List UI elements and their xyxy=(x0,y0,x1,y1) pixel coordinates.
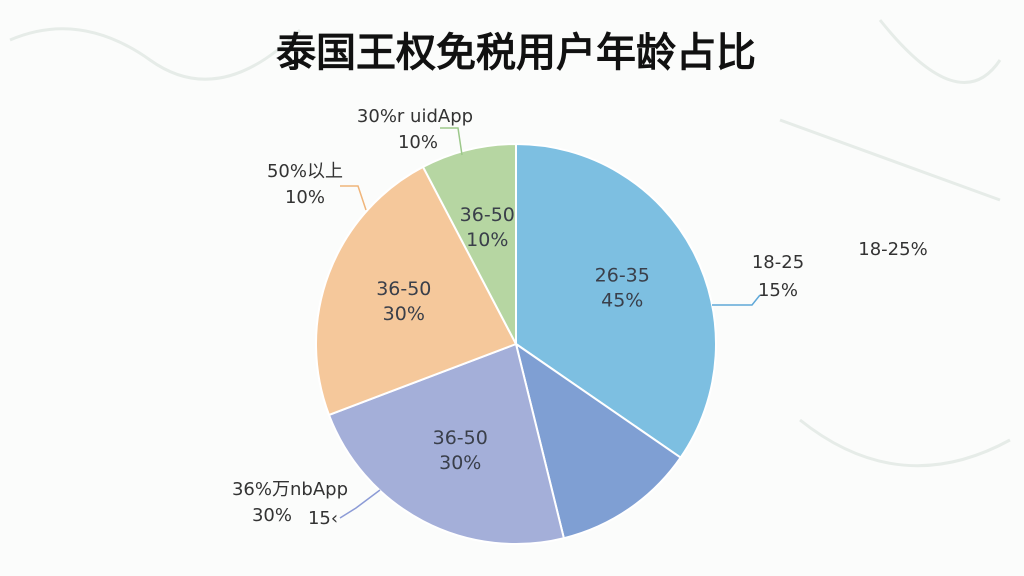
annotation: 30%r uidApp xyxy=(357,106,473,127)
pie: 26-35 45% 36-50 30% 36-50 30% 36-50 10% xyxy=(315,142,717,545)
pie-slice xyxy=(327,342,566,545)
slice-value-label: 45% xyxy=(601,290,643,312)
annotation: 15‹ xyxy=(308,508,338,529)
background-sketch xyxy=(9,19,1011,468)
annotation: 18-25% xyxy=(858,239,927,260)
slice-label: 36-50 xyxy=(460,204,515,226)
leader-lines xyxy=(339,127,761,519)
pie-slice xyxy=(515,142,717,460)
pie-slice xyxy=(514,341,682,540)
annotation: 18-25 xyxy=(752,252,804,273)
chart-title: 泰国王权免税用户年龄占比 xyxy=(276,30,756,76)
slice-label: 36-50 xyxy=(376,278,431,300)
slice-label: 36-50 xyxy=(433,427,488,449)
pie-slice xyxy=(421,142,517,345)
slice-value-label: 10% xyxy=(466,229,508,251)
annotation: 15% xyxy=(758,280,798,301)
annotation: 30% xyxy=(252,505,292,526)
slice-value-label: 30% xyxy=(383,303,425,325)
pie-slice xyxy=(315,165,518,417)
annotation: 50%以上 xyxy=(267,161,343,182)
annotation: 36%万nbApp xyxy=(232,479,348,500)
slice-value-label: 30% xyxy=(439,452,481,474)
annotation: 10% xyxy=(285,187,325,208)
annotation: 10% xyxy=(398,132,438,153)
slice-label: 26-35 xyxy=(595,265,650,287)
